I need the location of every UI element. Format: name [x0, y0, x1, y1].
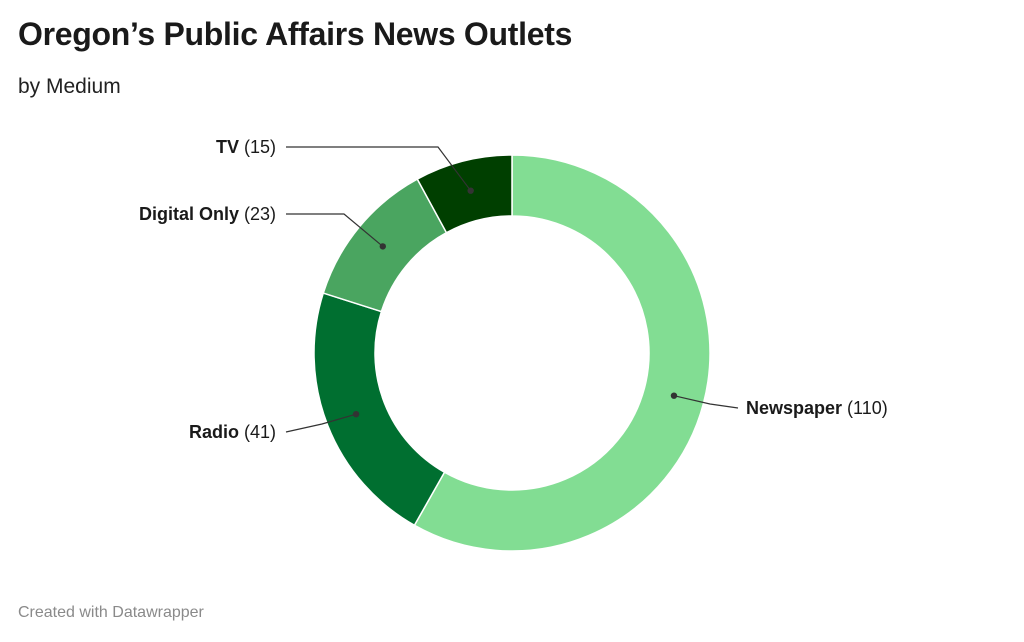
- leader-line: [285, 413, 357, 433]
- leader-line: [286, 146, 472, 192]
- slice-label: Radio (41): [189, 422, 276, 442]
- slice-label-value: (110): [842, 398, 888, 418]
- slice-label-name: Radio: [189, 422, 239, 442]
- slice-label: Newspaper (110): [746, 398, 888, 418]
- slice-radio: [313, 292, 446, 527]
- leader-dot: [670, 392, 678, 399]
- leader-line: [286, 213, 384, 247]
- slice-label-name: Digital Only: [139, 204, 239, 224]
- slice-label-value: (15): [239, 137, 276, 157]
- slice-label-name: Newspaper: [746, 398, 842, 418]
- leader-dot: [352, 410, 360, 418]
- slice-label-value: (41): [239, 422, 276, 442]
- credit-footer: Created with Datawrapper: [18, 604, 204, 621]
- slice-newspaper: [413, 154, 711, 552]
- slice-tv: [416, 154, 513, 234]
- slice-label-value: (23): [239, 204, 276, 224]
- slice-label: TV (15): [216, 137, 276, 157]
- slice-label-name: TV: [216, 137, 239, 157]
- chart-title: Oregon’s Public Affairs News Outlets: [18, 16, 573, 52]
- leader-dot: [467, 187, 474, 194]
- leader-dot: [379, 243, 386, 250]
- chart-subtitle: by Medium: [18, 75, 121, 98]
- leader-line: [673, 395, 739, 409]
- slice-label: Digital Only (23): [139, 204, 276, 224]
